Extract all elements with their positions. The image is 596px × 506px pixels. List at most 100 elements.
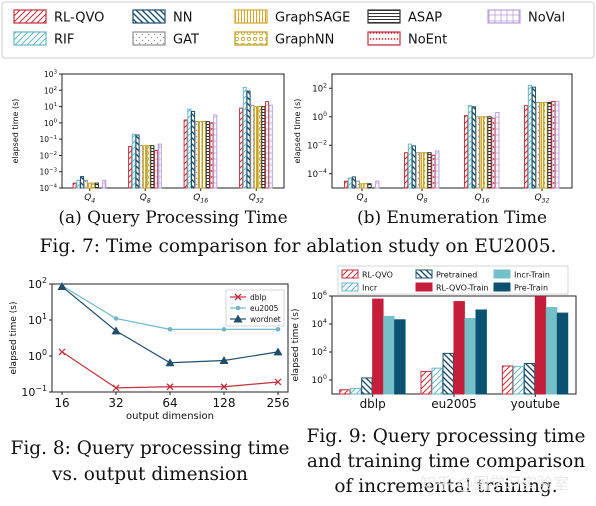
y-tick-label: 100	[312, 111, 327, 123]
x-tick-label: Q32	[249, 193, 264, 204]
bar-graphnn-2	[483, 116, 488, 189]
bar-noent-3	[551, 100, 556, 189]
bar-nn-2	[191, 110, 196, 189]
svg-text:100: 100	[44, 118, 58, 127]
y-tick-label: 10−1	[40, 135, 58, 144]
bar-rif-3	[242, 86, 247, 189]
y-tick-label: 100	[44, 118, 58, 127]
bar-incr-train-1	[464, 317, 476, 395]
y-tick-label: 10−2	[40, 151, 58, 160]
legend-item: Pretrained	[415, 269, 477, 280]
x-tick-label: Q4	[356, 193, 367, 204]
bar-rif-1	[407, 143, 413, 189]
y-axis-label: elapsed time (s)	[293, 99, 302, 164]
bar-rl-qvo-1	[128, 146, 133, 189]
bar-pretrained-0	[361, 377, 373, 395]
bar-rl-qvo-train-0	[372, 298, 384, 395]
fig7-legend: RL-QVO RIF NN GAT GraphSAGE GraphNN ASAP NoEnt N…	[1, 1, 595, 59]
data-point	[234, 293, 242, 301]
data-point	[57, 282, 67, 291]
fig8-legend: dblp eu2005 wordnet	[225, 289, 285, 327]
legend-swatch	[367, 9, 401, 24]
svg-text:Q4: Q4	[356, 193, 367, 204]
legend-swatch	[341, 282, 359, 292]
bar-asap-3	[261, 106, 266, 189]
bar-incr-0	[350, 387, 362, 395]
data-point	[220, 383, 228, 391]
legend-item: NoEnt	[367, 31, 447, 48]
bar-rif-2	[187, 108, 192, 189]
legend-swatch	[493, 282, 511, 292]
bar-noval-1	[157, 143, 162, 189]
bar-graphsage-3	[539, 102, 544, 189]
bar-noval-2	[495, 111, 500, 189]
legend-label: Pre-Train	[514, 284, 548, 293]
legend-swatch	[487, 9, 521, 24]
bar-graphsage-3	[253, 106, 258, 189]
data-point	[58, 348, 66, 356]
bar-gat-2	[194, 121, 199, 189]
y-tick-label: 104	[311, 317, 327, 330]
bar-rl-qvo-train-1	[453, 301, 465, 395]
y-tick-label: 102	[311, 345, 327, 358]
legend-label: GraphSAGE	[275, 11, 350, 26]
bar-asap-2	[487, 116, 492, 189]
svg-text:10−1: 10−1	[40, 135, 58, 144]
svg-text:Q8: Q8	[416, 193, 427, 204]
fig9-caption: Fig. 9: Query processing time and trainin…	[306, 426, 586, 497]
chart-incremental-training: 100 102 104 106 elapsed time (s) dblp eu2005 yo…	[291, 265, 577, 411]
bar-rl-qvo-0	[339, 389, 351, 395]
bar-noent-2	[491, 117, 496, 189]
data-point	[166, 383, 174, 391]
legend-label: wordnet	[250, 315, 281, 324]
bar-noval-3	[268, 104, 273, 189]
x-tick-label: Q8	[416, 193, 427, 204]
legend-swatch	[13, 9, 47, 24]
legend-item: RL-QVO	[13, 9, 104, 26]
legend-label: NoVal	[528, 11, 565, 26]
bar-gat-0	[355, 180, 360, 189]
bar-rl-qvo-0	[343, 180, 349, 189]
bar-gat-1	[415, 152, 420, 189]
x-tick-label: Q32	[534, 193, 549, 204]
y-tick-label: 100	[311, 373, 327, 386]
data-point	[275, 327, 281, 332]
x-tick-label: eu2005	[431, 397, 477, 411]
svg-text:Q16: Q16	[474, 193, 489, 204]
subplot-caption: (a) Query Processing Time	[58, 208, 287, 228]
bar-graphnn-3	[257, 106, 262, 189]
bar-nn-2	[471, 106, 477, 189]
bar-rl-qvo-train-2	[534, 296, 547, 395]
bar-asap-2	[205, 121, 210, 189]
svg-text:101: 101	[44, 102, 57, 111]
bar-noval-1	[435, 150, 440, 189]
svg-text:Q8: Q8	[140, 193, 151, 204]
y-axis-label: elapsed time (s)	[9, 302, 19, 375]
y-tick-label: 101	[28, 312, 47, 327]
legend-label: NN	[173, 11, 192, 26]
x-tick-label: Q4	[84, 193, 95, 204]
svg-text:102: 102	[28, 276, 47, 291]
bar-rif-2	[467, 105, 473, 189]
watermark: 知乎 @图学习实验室	[420, 474, 570, 493]
subplot-caption: (b) Enumeration Time	[357, 208, 547, 228]
fig9-legend-frame	[337, 265, 569, 295]
bar-graphnn-2	[202, 121, 207, 189]
y-axis-label: elapsed time (s)	[291, 309, 301, 382]
data-point	[235, 305, 241, 311]
legend-item: ASAP	[367, 9, 442, 26]
svg-text:100: 100	[312, 111, 327, 123]
legend-swatch	[493, 269, 511, 279]
svg-text:100: 100	[28, 348, 47, 363]
bar-graphsage-0	[87, 182, 92, 189]
y-tick-label: 106	[311, 289, 327, 302]
x-tick-label: 64	[162, 396, 177, 410]
y-tick-label: 101	[44, 102, 57, 111]
svg-text:10−4: 10−4	[307, 168, 327, 180]
x-tick-label: Q16	[193, 193, 208, 204]
plot-frame	[61, 73, 285, 189]
bar-graphnn-0	[91, 182, 96, 189]
y-tick-label: 100	[28, 348, 47, 363]
x-tick-label: 16	[54, 396, 69, 410]
